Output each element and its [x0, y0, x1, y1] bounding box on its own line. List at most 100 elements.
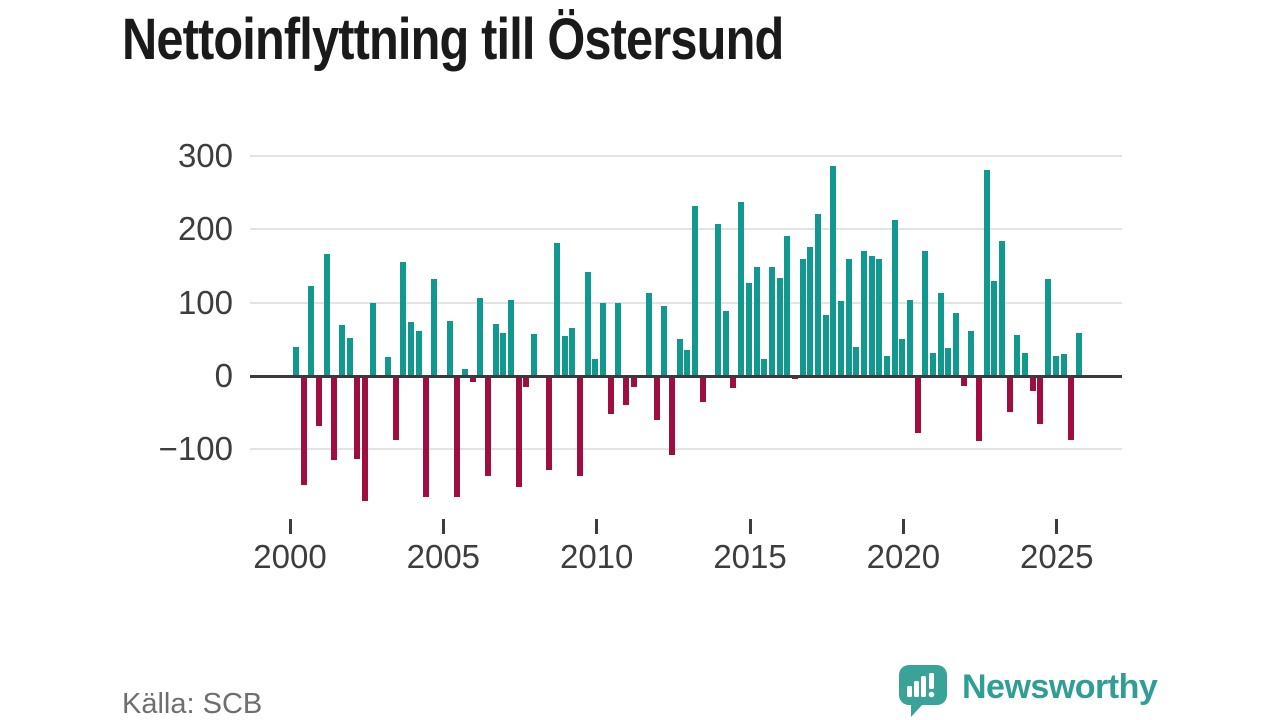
- bar: [914, 376, 921, 434]
- bar: [692, 205, 699, 377]
- x-axis-tick-label: 2020: [866, 538, 941, 575]
- bar: [738, 202, 745, 377]
- bar: [845, 259, 852, 377]
- bar: [354, 376, 361, 459]
- bar: [293, 346, 299, 377]
- bar: [423, 376, 430, 498]
- bar: [883, 356, 890, 377]
- bar: [753, 266, 760, 377]
- y-axis-tick-label: 100: [177, 283, 233, 321]
- bar: [1068, 376, 1075, 440]
- bar: [500, 332, 507, 377]
- bar: [822, 315, 829, 377]
- bar: [699, 376, 706, 402]
- bar: [530, 334, 537, 377]
- x-axis-tick-mark: [901, 519, 905, 534]
- bar: [400, 261, 407, 377]
- bar: [385, 356, 392, 377]
- bar: [807, 246, 814, 377]
- bar: [431, 279, 438, 377]
- bar: [507, 299, 514, 377]
- bar: [684, 349, 691, 377]
- bar: [776, 278, 783, 377]
- bar: [784, 235, 791, 377]
- bar: [553, 243, 560, 377]
- bar: [523, 376, 530, 387]
- bar: [1037, 376, 1044, 424]
- y-axis-tick-label: 0: [214, 357, 233, 394]
- x-axis-tick-label: 2025: [1020, 538, 1094, 575]
- bar: [323, 253, 330, 377]
- bar: [868, 256, 875, 377]
- bar: [991, 281, 998, 377]
- bar: [722, 311, 729, 377]
- x-axis-tick-label: 2005: [406, 538, 481, 575]
- bar: [968, 331, 975, 377]
- bar: [461, 368, 468, 377]
- bar: [615, 302, 622, 377]
- bar: [477, 297, 484, 377]
- grid-line: [250, 301, 1122, 304]
- bar: [346, 337, 353, 377]
- bar: [653, 376, 660, 420]
- bar: [953, 312, 960, 377]
- bar: [592, 359, 599, 377]
- logo-chart-bars-icon: [907, 673, 935, 698]
- bar: [661, 305, 668, 377]
- bar: [316, 376, 323, 426]
- bar: [891, 219, 898, 377]
- x-axis-tick-label: 2015: [713, 538, 787, 575]
- bar: [576, 376, 583, 477]
- bar: [561, 335, 568, 377]
- bar: [745, 282, 752, 377]
- bar: [1060, 353, 1067, 377]
- x-axis-tick-mark: [748, 519, 752, 534]
- y-axis-tick-label: 300: [177, 136, 233, 174]
- source-label: Källa: SCB: [122, 688, 263, 720]
- bar: [937, 293, 944, 377]
- bar: [469, 376, 476, 382]
- bar: [907, 299, 913, 377]
- bar: [860, 251, 867, 377]
- bar: [761, 359, 768, 377]
- bar: [799, 259, 806, 377]
- bar: [830, 166, 837, 377]
- bar: [960, 376, 967, 387]
- x-axis-tick-mark: [1055, 519, 1059, 534]
- y-axis-tick-label: −100: [158, 430, 233, 468]
- bar: [546, 376, 553, 470]
- bar: [630, 376, 637, 387]
- bar: [1045, 279, 1052, 377]
- bar: [945, 348, 952, 377]
- bar: [454, 376, 461, 498]
- y-axis-tick-label: 200: [177, 210, 233, 248]
- bar: [584, 271, 591, 377]
- bar: [392, 376, 399, 440]
- bar: [930, 353, 937, 377]
- bar: [768, 266, 775, 377]
- grid-line: [250, 154, 1122, 157]
- bar: [492, 323, 499, 377]
- bar: [446, 320, 453, 377]
- x-axis-tick-mark: [288, 519, 292, 534]
- bar: [308, 285, 315, 377]
- x-axis-tick-mark: [441, 519, 445, 534]
- bar: [569, 328, 576, 377]
- bar: [730, 376, 737, 389]
- bar: [999, 241, 1006, 377]
- bar: [876, 259, 883, 377]
- bar: [669, 376, 676, 456]
- bar: [1014, 334, 1021, 377]
- bar: [899, 339, 906, 377]
- bar: [515, 376, 522, 487]
- bar: [339, 324, 346, 377]
- bar: [408, 321, 415, 377]
- bar: [1029, 376, 1036, 392]
- bar: [1006, 376, 1013, 412]
- bar: [600, 302, 606, 377]
- newsworthy-bubble-icon: [899, 665, 947, 717]
- bar: [1075, 332, 1082, 377]
- bar: [623, 376, 630, 406]
- x-axis-tick-mark: [595, 519, 599, 534]
